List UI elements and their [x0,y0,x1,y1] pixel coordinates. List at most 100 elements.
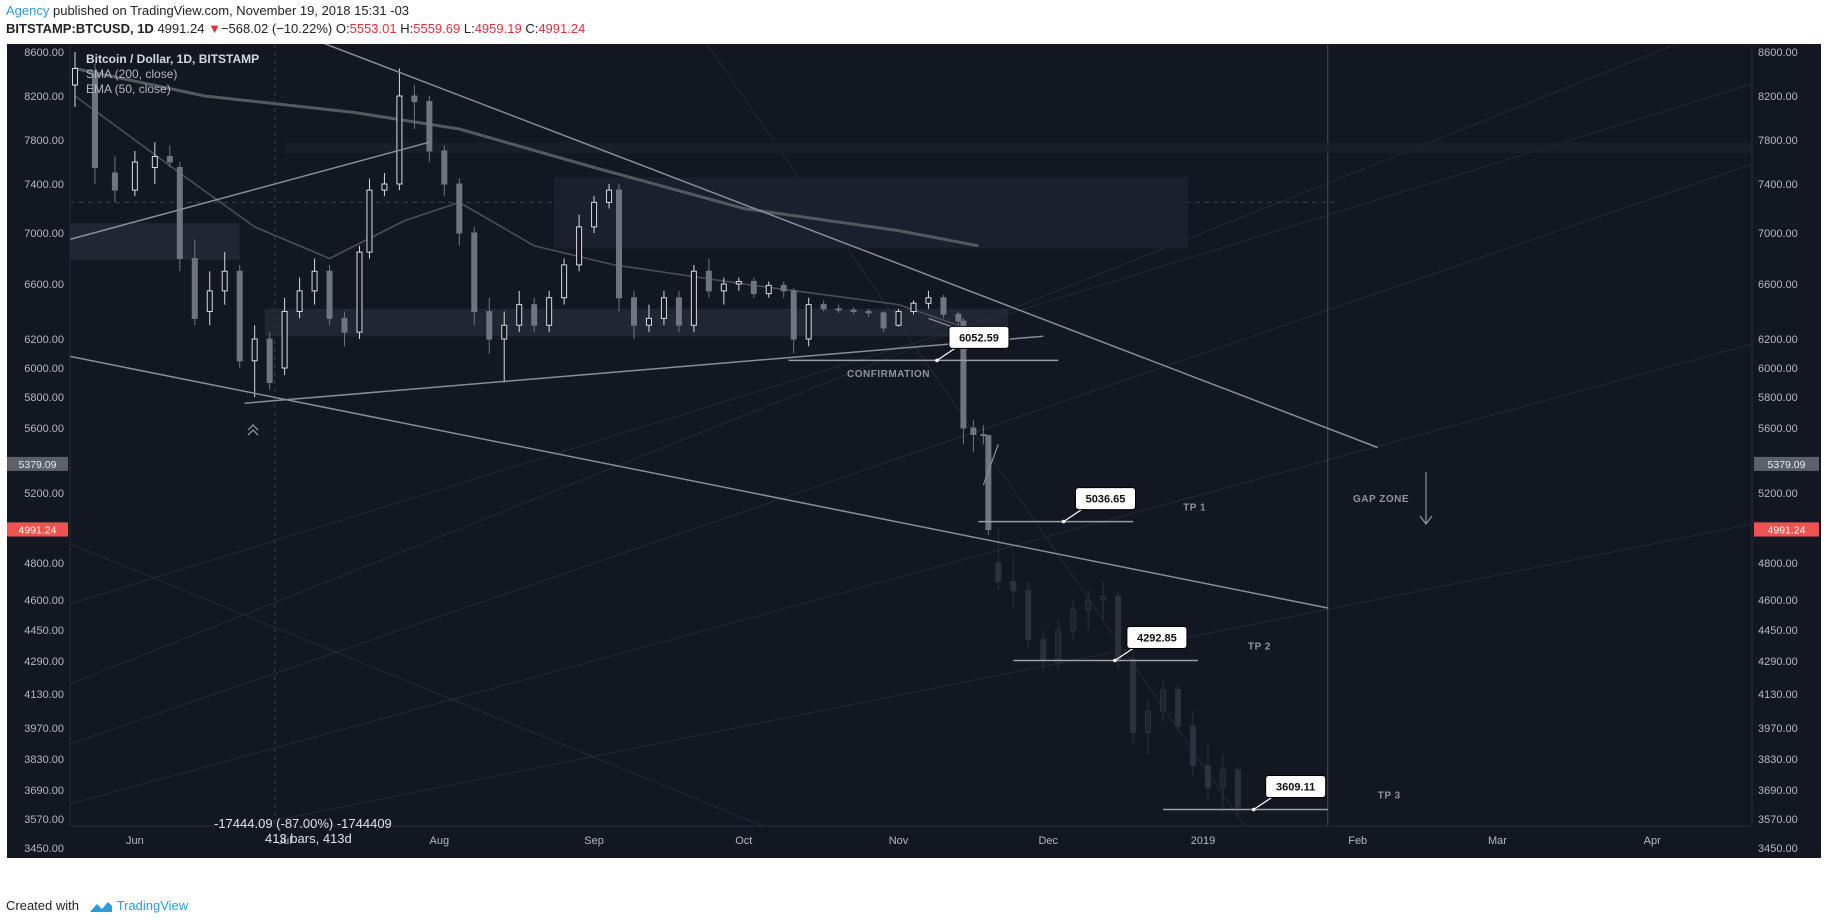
projected-candle [1010,554,1017,610]
candle [426,96,433,162]
measure-line-1: -17444.09 (-87.00%) -1744409 [214,816,392,831]
callout-pointer [1253,797,1272,811]
candle [151,142,158,184]
candle [366,178,373,259]
candle-body [151,156,158,168]
y-tick-label-left: 4600.00 [24,595,64,607]
candle-body [396,95,403,185]
candle [546,290,553,333]
trend-lines [69,44,1378,609]
candle [266,332,273,390]
candle-body [531,304,538,326]
candle [895,308,902,327]
x-tick-label: Dec [1038,835,1058,847]
symbol-label: BITSTAMP:BTCUSD, 1D [6,21,154,36]
candle-body [805,304,812,340]
y-tick-label-left: 3970.00 [24,723,64,735]
x-tick-label: Sep [584,835,604,847]
candle [251,325,258,397]
upper-zone [284,142,1753,154]
candle [955,311,962,326]
candle [456,178,463,246]
candle-body [910,302,917,312]
candle [925,290,932,309]
y-tick-label-right: 3690.00 [1758,785,1798,797]
candle-body [645,317,652,326]
callout-value: 3609.11 [1276,782,1315,794]
candle-body [91,73,98,168]
callout-pointer [936,347,956,361]
close-label: C: [525,21,539,36]
candle [591,196,598,233]
target-level: 3609.11 TP 3 [1163,775,1400,812]
price-tag-right: 5379.09 [1754,456,1819,471]
candle-body [955,313,962,322]
candle [690,264,697,333]
candle [176,162,183,272]
projected-candle-body [1175,689,1182,727]
callout-box [948,325,1010,349]
candle-body [341,317,348,333]
candle [865,308,872,317]
y-tick-label-right: 8600.00 [1758,47,1798,59]
callout-value: 4292.85 [1137,632,1177,644]
candle-body [236,270,243,362]
trend-line [69,355,1328,609]
candle-body [176,167,183,259]
trend-line [69,141,430,241]
callout-pointer [1114,647,1134,661]
legend-sma[interactable]: SMA (200, close) [86,67,177,81]
open-label: O: [335,21,350,36]
tradingview-link[interactable]: TradingView [116,898,189,913]
candle [910,300,917,315]
price-tag-left: 4991.24 [7,522,68,537]
price-tags: 5379.095379.094992.764992.764991.244991.… [7,456,1819,537]
price-chart[interactable]: 6052.59 5036.65 TP 1 4292.85 TP 2 3609.11 TP 3… [7,44,1821,858]
publisher-link[interactable]: Agency [6,3,50,18]
x-tick-label: Jul [278,835,292,847]
resistance-zone [554,177,1189,249]
y-tick-label-left: 7000.00 [24,228,64,240]
candle-body [865,311,872,314]
y-tick-label-left: 5800.00 [24,392,64,404]
price-tag-label: 4991.24 [1768,525,1806,537]
projected-candles [995,528,1241,817]
sma-200-line [74,67,979,248]
candle [91,63,98,184]
candle-body [71,68,78,86]
gap-zone-label: GAP ZONE [1353,494,1409,505]
candle-body [705,270,712,292]
candle-body [501,324,508,340]
y-tick-label-left: 3450.00 [24,843,64,855]
y-tick-label-right: 4800.00 [1758,558,1798,570]
y-tick-label-left: 5600.00 [24,423,64,435]
candle-body [980,434,987,437]
legend-ema[interactable]: EMA (50, close) [86,82,171,96]
candle [441,145,448,197]
price-tag-bg [1754,456,1819,471]
candle [780,281,787,298]
candle-body [206,290,213,312]
fan-line [69,83,1753,605]
candle-body [835,308,842,311]
candle [705,258,712,298]
candle-body [251,338,258,362]
candle [531,297,538,333]
candle-body [441,150,448,185]
y-tick-label-right: 3830.00 [1758,754,1798,766]
candle-body [456,183,463,234]
grid [69,44,1753,845]
candle-body [690,270,697,326]
price-tag-left: 5379.09 [7,456,68,471]
projected-candle [1204,743,1211,800]
candle [166,145,173,168]
candle [381,173,388,197]
y-tick-label-left: 8200.00 [24,91,64,103]
ohlc-header: BITSTAMP:BTCUSD, 1D 4991.24 ▼−568.02 (−1… [6,21,585,36]
y-tick-label-left: 5200.00 [24,488,64,500]
price-tag-label: 5379.09 [19,459,57,471]
candle-body [675,297,682,326]
projected-candle-body [1234,769,1241,808]
time-axis-bg [7,826,1821,858]
candle-body [546,297,553,326]
